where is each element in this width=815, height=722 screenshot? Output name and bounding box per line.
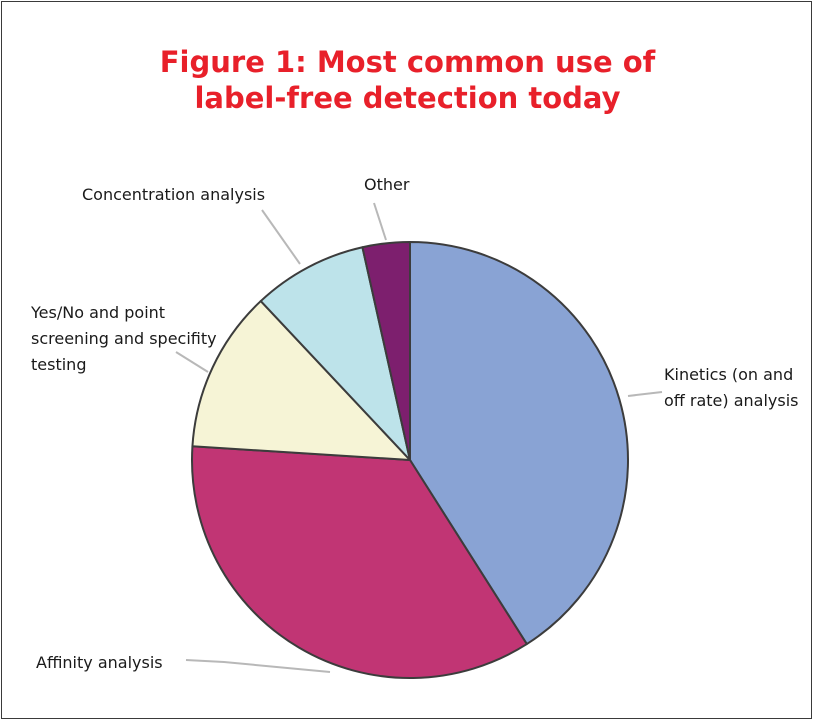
chart-title-line-1: Figure 1: Most common use of xyxy=(159,45,656,79)
leader-line-yes-no-and-point-screening-and-specifity-testing xyxy=(175,351,209,373)
chart-title-line-2: label-free detection today xyxy=(194,81,621,115)
pie-slice-yes-no-and-point-screening-and-specifity-testing xyxy=(191,300,411,461)
leader-lines xyxy=(175,202,663,673)
leader-line-other xyxy=(373,202,387,241)
slice-label-line: Other xyxy=(364,175,410,194)
pie-slice-affinity-analysis xyxy=(191,445,528,679)
pie-slice-concentration-analysis xyxy=(259,246,411,461)
pie-slices xyxy=(191,241,629,679)
slice-label-other: Other xyxy=(364,175,410,194)
slice-label-line: testing xyxy=(31,355,86,374)
leader-line-concentration-analysis xyxy=(261,209,301,265)
slice-label-kinetics-on-and-off-rate-analysis: Kinetics (on and off rate) analysis xyxy=(664,365,799,410)
slice-label-line: Affinity analysis xyxy=(36,653,163,672)
slice-label-line: off rate) analysis xyxy=(664,391,799,410)
pie-slice-other xyxy=(361,241,411,461)
slice-label-affinity-analysis: Affinity analysis xyxy=(36,653,163,672)
slice-label-concentration-analysis: Concentration analysis xyxy=(82,185,265,204)
chart-title: Figure 1: Most common use of label-free … xyxy=(0,44,815,116)
slice-label-line: Yes/No and point xyxy=(30,303,165,322)
slice-label-line: screening and specifity xyxy=(31,329,217,348)
slice-labels: Kinetics (on and off rate) analysis Affini… xyxy=(30,175,799,672)
leader-line-affinity-analysis xyxy=(185,659,331,673)
slice-label-yes-no-and-point-screening-and-specifity-testing: Yes/No and point screening and specifity t… xyxy=(30,303,217,374)
slice-label-line: Concentration analysis xyxy=(82,185,265,204)
leader-line-kinetics-on-and-off-rate-analysis xyxy=(627,391,663,397)
slice-label-line: Kinetics (on and xyxy=(664,365,793,384)
pie-slice-kinetics-on-and-off-rate-analysis xyxy=(409,241,629,646)
